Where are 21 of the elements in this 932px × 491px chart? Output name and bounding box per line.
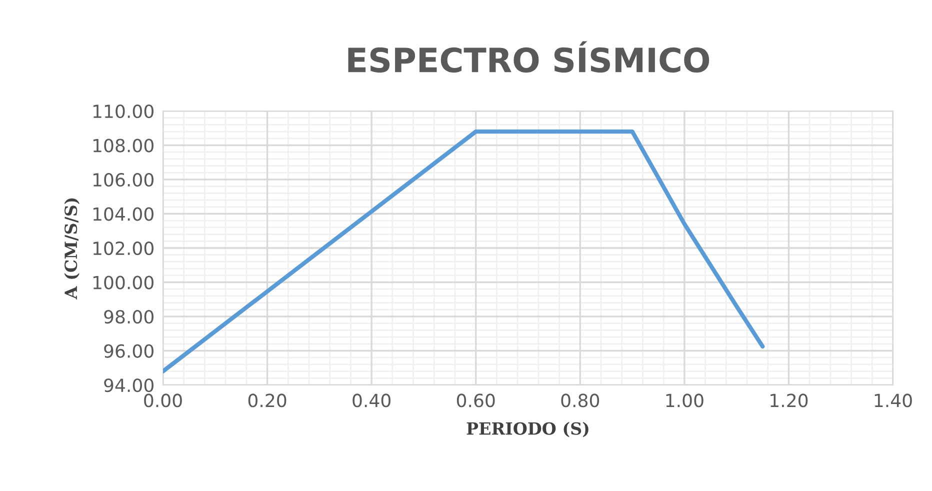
y-axis-title: A (CM/S/S) (64, 198, 80, 300)
y-tick-label: 104.00 (93, 207, 154, 221)
x-tick-label: 0.40 (352, 394, 390, 408)
y-tick-label: 106.00 (93, 172, 154, 187)
x-tick-label: 0.20 (248, 394, 286, 408)
x-tick-label: 1.20 (770, 394, 808, 408)
x-tick-label: 0.80 (561, 394, 600, 408)
x-tick-label: 1.00 (666, 394, 704, 408)
x-axis-title: PERIODO (S) (466, 422, 588, 438)
y-tick-label: 100.00 (93, 276, 154, 290)
line-series (163, 129, 765, 374)
chart-title: ESPECTRO SÍSMICO (348, 41, 710, 73)
y-tick-label: 94.00 (104, 378, 154, 392)
x-tick-label: 0.60 (456, 394, 495, 408)
y-tick-label: 96.00 (104, 344, 154, 358)
y-tick-label: 102.00 (93, 241, 154, 256)
y-tick-label: 98.00 (104, 310, 154, 324)
y-tick-label: 110.00 (93, 104, 154, 118)
y-tick-label: 108.00 (93, 138, 154, 152)
x-tick-label: 0.00 (144, 394, 182, 408)
x-tick-label: 1.40 (874, 394, 912, 408)
